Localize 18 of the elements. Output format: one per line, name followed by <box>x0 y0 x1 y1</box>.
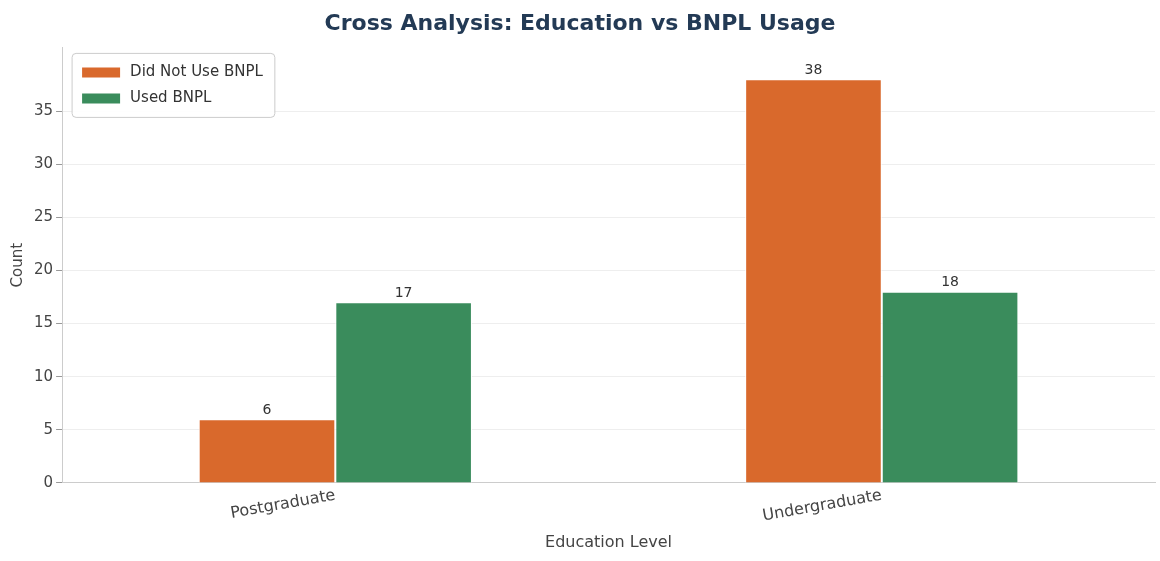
data-label: 18 <box>941 273 959 290</box>
legend-label: Used BNPL <box>130 88 212 107</box>
data-label: 38 <box>804 60 823 77</box>
y-tick-label: 35 <box>33 101 54 120</box>
y-tick-label: 5 <box>43 419 54 438</box>
y-tick-label: 0 <box>43 472 54 491</box>
y-axis-title: Count <box>7 242 26 288</box>
y-tick-label: 10 <box>33 366 54 385</box>
chart-title: Cross Analysis: Education vs BNPL Usage <box>324 9 836 35</box>
y-tick-label: 20 <box>33 260 54 279</box>
x-axis-title: Education Level <box>545 531 673 551</box>
y-tick-label: 15 <box>33 313 54 332</box>
x-tick-label: Postgraduate <box>228 484 337 522</box>
data-label: 17 <box>394 283 413 300</box>
y-tick-label: 30 <box>33 154 54 173</box>
y-tick-label: 25 <box>33 207 54 226</box>
data-label: 6 <box>262 400 272 417</box>
legend-label: Did Not Use BNPL <box>130 62 264 81</box>
